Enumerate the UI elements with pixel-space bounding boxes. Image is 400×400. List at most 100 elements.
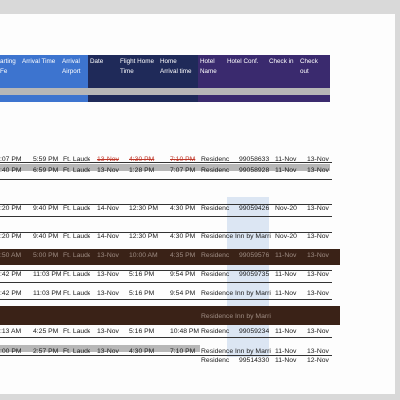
cell-arrival-time[interactable]: 9:40 PM	[33, 233, 59, 240]
cell-arrival-time[interactable]: 9:40 PM	[33, 205, 59, 212]
cell-date[interactable]: 13-Nov	[97, 328, 119, 335]
cell-hotel-conf[interactable]: 99058928	[239, 167, 269, 174]
table-row[interactable]: Residenc 99514330 11-Nov 12-Nov	[0, 356, 340, 367]
cell-flight-home-time[interactable]: 5:16 PM	[129, 328, 155, 335]
cell-home-arrival-time[interactable]: 10:48 PM	[170, 328, 200, 335]
cell-check-in[interactable]: Nov-20	[275, 205, 297, 212]
cell-check-in[interactable]: 11-Nov	[275, 348, 297, 355]
cell-arrival-airport[interactable]: Ft. Laude	[63, 328, 90, 335]
cell-arrival-time[interactable]: 4:25 PM	[33, 328, 59, 335]
cell-arrival-time[interactable]: 5:00 PM	[33, 252, 59, 259]
cell-hotel-conf[interactable]: 99059426	[239, 205, 269, 212]
cell-check-in[interactable]: 11-Nov	[275, 290, 297, 297]
cell-check-out[interactable]: 13-Nov	[307, 233, 329, 240]
cell-hotel-conf[interactable]: 99058633	[239, 156, 269, 163]
cell-flight-home-time[interactable]: 4:30 PM	[129, 348, 155, 355]
cell-date[interactable]: 14-Nov	[97, 233, 119, 240]
cell-hotel-name[interactable]: Residence Inn by Marri	[201, 290, 271, 297]
cell-arrival-airport[interactable]: Ft. Laude	[63, 205, 90, 212]
cell-hotel-name[interactable]: Residenc	[201, 271, 230, 278]
col-header-arrival-time[interactable]: Arrival Time	[22, 58, 56, 65]
cell-arrival-time[interactable]: 6:59 PM	[33, 167, 59, 174]
cell-hotel-conf[interactable]: 99059234	[239, 328, 269, 335]
cell-check-out[interactable]: 13-Nov	[307, 271, 329, 278]
cell-arrival-time[interactable]: 11:03 PM	[33, 290, 62, 297]
cell-departing[interactable]: :07 PM	[0, 156, 22, 163]
col-header-date[interactable]: Date	[90, 58, 104, 65]
cell-flight-home-time[interactable]: 12:30 PM	[129, 205, 159, 212]
cell-arrival-airport[interactable]: Ft. Laude	[63, 167, 90, 174]
cell-date[interactable]: 13-Nov	[97, 156, 119, 163]
cell-departing[interactable]: :20 PM	[0, 233, 22, 240]
cell-departing[interactable]: :20 PM	[0, 205, 22, 212]
cell-date[interactable]: 13-Nov	[97, 252, 119, 259]
table-row[interactable]: Residence Inn by Marri	[0, 306, 340, 325]
cell-hotel-name[interactable]: Residenc	[201, 252, 230, 259]
cell-check-out[interactable]: 13-Nov	[307, 252, 329, 259]
col-header-arrival-airport[interactable]: Arrival Airport	[62, 58, 81, 75]
cell-home-arrival-time[interactable]: 4:35 PM	[170, 252, 196, 259]
col-header-check-out[interactable]: Check out	[300, 58, 318, 75]
cell-check-in[interactable]: 11-Nov	[275, 167, 297, 174]
cell-hotel-name[interactable]: Residence Inn by Marri	[201, 348, 271, 355]
cell-flight-home-time[interactable]: 12:30 PM	[129, 233, 159, 240]
cell-hotel-name[interactable]: Residenc	[201, 205, 230, 212]
cell-check-out[interactable]: 13-Nov	[307, 167, 329, 174]
table-row[interactable]: :42 PM 11:03 PM Ft. Laude 13-Nov 5:16 PM 9:54…	[0, 270, 340, 281]
cell-departing[interactable]: :00 PM	[0, 348, 22, 355]
cell-check-out[interactable]: 13-Nov	[307, 156, 329, 163]
table-row[interactable]: :13 AM 4:25 PM Ft. Laude 13-Nov 5:16 PM 10:48…	[0, 327, 340, 338]
col-header-check-in[interactable]: Check in	[269, 58, 294, 65]
cell-hotel-conf[interactable]: 99059576	[239, 252, 269, 259]
col-header-hotel-name[interactable]: Hotel Name	[200, 58, 217, 75]
cell-arrival-airport[interactable]: Ft. Laude	[63, 290, 90, 297]
cell-date[interactable]: 13-Nov	[97, 167, 119, 174]
table-row[interactable]: :07 PM 5:59 PM Ft. Laude 13-Nov 4:30 PM 7:10 …	[0, 155, 340, 166]
cell-home-arrival-time[interactable]: 9:54 PM	[170, 290, 196, 297]
table-row[interactable]: :20 PM 9:40 PM Ft. Laude 14-Nov 12:30 PM 4:30…	[0, 232, 340, 243]
col-header-hotel-conf[interactable]: Hotel Conf.	[227, 58, 259, 65]
col-header-home-arrival-time[interactable]: Home Arrival time	[160, 58, 192, 75]
cell-home-arrival-time[interactable]: 7:10 PM	[170, 348, 196, 355]
cell-home-arrival-time[interactable]: 4:30 PM	[170, 205, 196, 212]
cell-check-in[interactable]: 11-Nov	[275, 156, 297, 163]
cell-check-out[interactable]: 13-Nov	[307, 328, 329, 335]
cell-check-out[interactable]: 13-Nov	[307, 205, 329, 212]
cell-hotel-name[interactable]: Residence Inn by Marri	[201, 233, 271, 240]
cell-hotel-name[interactable]: Residenc	[201, 167, 230, 174]
cell-check-in[interactable]: Nov-20	[275, 233, 297, 240]
cell-hotel-conf[interactable]: 99059735	[239, 271, 269, 278]
cell-arrival-airport[interactable]: Ft. Laude	[63, 156, 90, 163]
cell-departing[interactable]: :40 PM	[0, 167, 22, 174]
cell-flight-home-time[interactable]: 1:28 PM	[129, 167, 155, 174]
cell-check-in[interactable]: 11-Nov	[275, 328, 297, 335]
table-row[interactable]: :00 PM 2:57 PM Ft. Laude 13-Nov 4:30 PM 7:10 …	[0, 347, 340, 358]
cell-arrival-airport[interactable]: Ft. Laude	[63, 271, 90, 278]
cell-flight-home-time[interactable]: 4:30 PM	[129, 156, 155, 163]
cell-hotel-name[interactable]: Residenc	[201, 328, 230, 335]
cell-date[interactable]: 13-Nov	[97, 290, 119, 297]
cell-arrival-time[interactable]: 11:03 PM	[33, 271, 62, 278]
cell-arrival-airport[interactable]: Ft. Laude	[63, 252, 90, 259]
cell-arrival-airport[interactable]: Ft. Laude	[63, 348, 90, 355]
table-row[interactable]: :40 PM 6:59 PM Ft. Laude 13-Nov 1:28 PM 7:07 …	[0, 166, 340, 177]
cell-date[interactable]: 14-Nov	[97, 205, 119, 212]
cell-hotel-name[interactable]: Residenc	[201, 357, 230, 364]
table-row[interactable]: :50 AM 5:00 PM Ft. Laude 13-Nov 10:00 AM 4:35…	[0, 249, 340, 265]
cell-hotel-name[interactable]: Residenc	[201, 156, 230, 163]
table-row[interactable]: :42 PM 11:03 PM Ft. Laude 13-Nov 5:16 PM 9:54…	[0, 289, 340, 300]
cell-home-arrival-time[interactable]: 7:10 PM	[170, 156, 196, 163]
col-header-departing[interactable]: arting Fe	[0, 58, 16, 75]
cell-arrival-airport[interactable]: Ft. Laude	[63, 233, 90, 240]
col-header-flight-home-time[interactable]: Flight Home Time	[120, 58, 154, 75]
cell-check-out[interactable]: 13-Nov	[307, 290, 329, 297]
cell-flight-home-time[interactable]: 5:16 PM	[129, 290, 155, 297]
cell-home-arrival-time[interactable]: 9:54 PM	[170, 271, 196, 278]
cell-date[interactable]: 13-Nov	[97, 271, 119, 278]
cell-flight-home-time[interactable]: 5:16 PM	[129, 271, 155, 278]
table-row[interactable]: :20 PM 9:40 PM Ft. Laude 14-Nov 12:30 PM 4:30…	[0, 204, 340, 215]
cell-hotel-name[interactable]: Residence Inn by Marri	[201, 313, 271, 320]
cell-check-out[interactable]: 12-Nov	[307, 357, 329, 364]
cell-departing[interactable]: :50 AM	[0, 252, 22, 259]
cell-check-in[interactable]: 11-Nov	[275, 252, 297, 259]
